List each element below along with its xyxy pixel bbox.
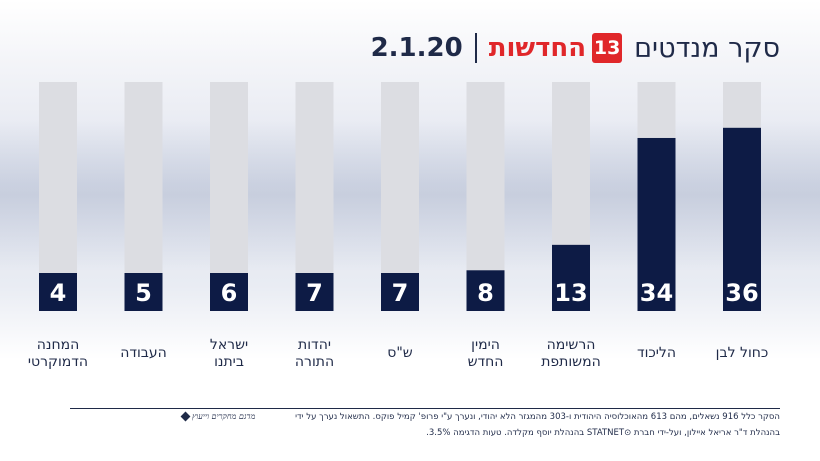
bar-value-label: 36 (725, 279, 758, 307)
survey-date: 2.1.20 (370, 33, 463, 63)
bar-group: 34 הליכוד (637, 82, 676, 361)
bar-track (124, 82, 163, 311)
bar (723, 127, 761, 311)
credit-text: מדגם מחקרים וייעוץ (192, 412, 256, 421)
bar-group: 13 הרשימה המשותפת (541, 82, 601, 370)
bar-track (295, 82, 334, 311)
footnote-line-2: בהנהלת ד"ר אריאל איילון, ועל-ידי חברת ⊙S… (426, 428, 780, 438)
bar-value-label: 5 (135, 279, 152, 307)
category-label: ש"ס (387, 345, 413, 361)
bar-value-label: 8 (477, 279, 494, 307)
bar-value-label: 7 (306, 279, 323, 307)
bar-group: 5 העבודה (120, 82, 167, 361)
bar-value-label: 34 (640, 279, 673, 307)
bar-value-label: 4 (50, 279, 67, 307)
category-label: ישראל ביתנו (210, 337, 248, 370)
credit: מדגם מחקרים וייעוץ (180, 411, 256, 422)
bar-group: 36 כחול לבן (716, 82, 769, 361)
bar (210, 273, 248, 311)
bar-value-label: 13 (554, 279, 587, 307)
bar-group: 7 ש"ס (381, 82, 419, 361)
bar (466, 270, 505, 311)
category-label: הליכוד (637, 345, 676, 361)
bar (295, 273, 334, 311)
bar-group: 6 ישראל ביתנו (210, 82, 248, 370)
bar (637, 137, 676, 311)
credit-diamond-icon (180, 411, 191, 422)
category-label: כחול לבן (716, 345, 769, 361)
header: סקר מנדטים 13 החדשות 2.1.20 (371, 24, 780, 72)
header-divider (474, 33, 477, 63)
bar (124, 273, 163, 311)
channel-logo-word: החדשות (488, 33, 587, 63)
bar-value-label: 7 (392, 279, 409, 307)
category-label: המחנה הדמוקרטי (28, 337, 88, 370)
bar (381, 273, 419, 311)
footer-divider (70, 408, 780, 409)
category-label: יהדות התורה (295, 337, 334, 370)
bar-value-label: 6 (221, 279, 238, 307)
category-label: העבודה (120, 345, 167, 361)
bar-track (39, 82, 77, 311)
footnote-line-1: הסקר כלל 916 נשאלים, מהם 613 מהאוכלוסיה … (295, 412, 780, 422)
bar-track (210, 82, 248, 311)
category-label: הימין החדש (468, 337, 504, 370)
bar-group: 4 המחנה הדמוקרטי (28, 82, 88, 370)
channel-logo: 13 החדשות (488, 33, 623, 63)
bar (552, 244, 590, 311)
page-title: סקר מנדטים (634, 32, 780, 64)
bar-group: 8 הימין החדש (466, 82, 505, 370)
bar (39, 273, 77, 311)
bar-track (381, 82, 419, 311)
bar-group: 7 יהדות התורה (295, 82, 334, 370)
category-label: הרשימה המשותפת (541, 337, 601, 370)
channel-logo-number: 13 (592, 33, 623, 63)
